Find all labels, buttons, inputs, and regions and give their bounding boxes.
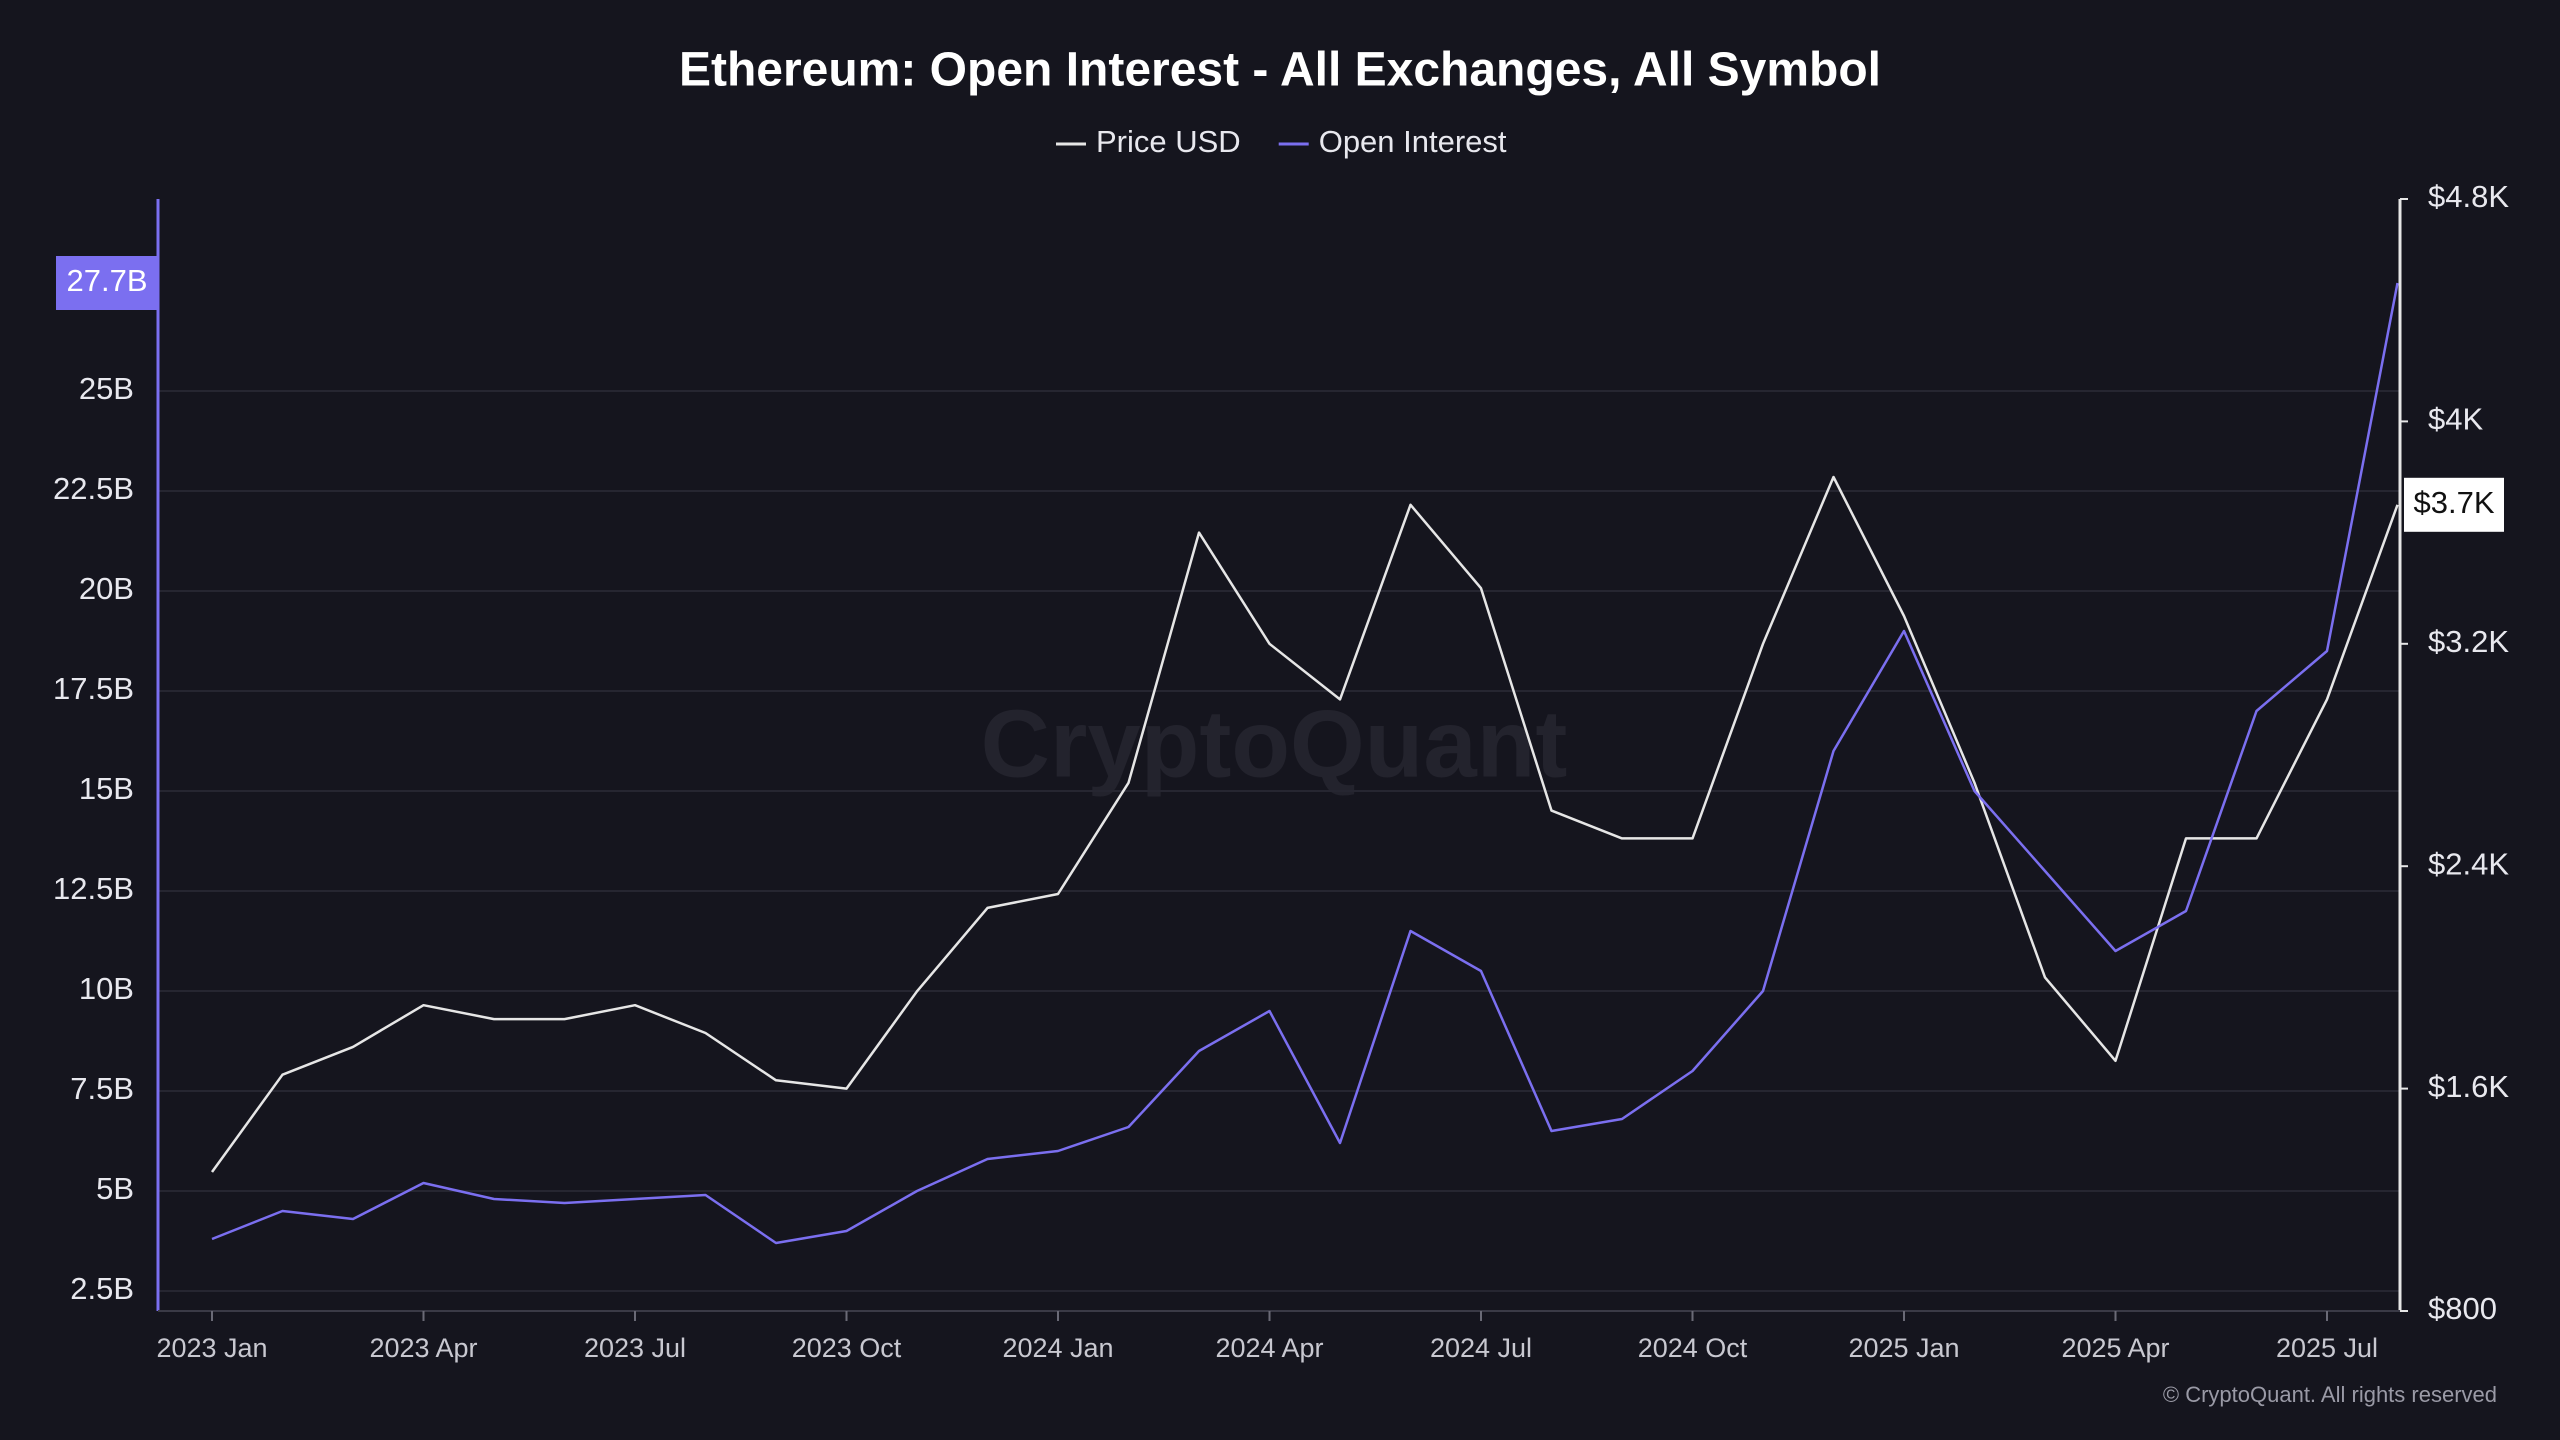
x-tick-label: 2024 Apr [1215,1333,1323,1363]
y-tick-label: 15B [79,771,134,806]
x-tick-label: 2024 Jul [1430,1333,1532,1363]
series-line [210,475,2399,1173]
legend-label: Open Interest [1319,124,1507,159]
last-label: 27.7B [66,263,147,298]
x-tick-label: 2025 Jan [1848,1333,1959,1363]
y2-tick-label: $2.4K [2428,846,2509,881]
x-tick-label: 2023 Jan [156,1333,267,1363]
y-tick-label: 25B [79,371,134,406]
series-line [211,282,2399,1245]
y2-tick-label: $4K [2428,402,2483,437]
x-tick-label: 2024 Jan [1002,1333,1113,1363]
x-tick-label: 2023 Oct [792,1333,902,1363]
legend-label: Price USD [1096,124,1241,159]
last-label: $3.7K [2413,485,2494,520]
y-tick-label: 17.5B [53,671,134,706]
chart-title: Ethereum: Open Interest - All Exchanges,… [679,44,1881,97]
watermark: CryptoQuant [981,690,1568,797]
x-tick-label: 2025 Jul [2276,1333,2378,1363]
y2-tick-label: $800 [2428,1291,2497,1326]
last-badge [56,256,158,310]
last-badge [2404,477,2504,532]
y2-tick-label: $1.6K [2428,1069,2509,1104]
footer: © CryptoQuant. All rights reserved [2163,1382,2497,1407]
x-tick-label: 2024 Oct [1638,1333,1748,1363]
y-tick-label: 12.5B [53,871,134,906]
y-tick-label: 22.5B [53,471,134,506]
x-tick-label: 2023 Apr [369,1333,477,1363]
x-tick-label: 2023 Jul [584,1333,686,1363]
y2-tick-label: $3.2K [2428,624,2509,659]
y-tick-label: 2.5B [70,1271,134,1306]
y-tick-label: 7.5B [70,1071,134,1106]
y-tick-label: 10B [79,971,134,1006]
y-tick-label: 20B [79,571,134,606]
y2-tick-label: $4.8K [2428,179,2509,214]
x-tick-label: 2025 Apr [2061,1333,2169,1363]
y-tick-label: 5B [96,1171,134,1206]
